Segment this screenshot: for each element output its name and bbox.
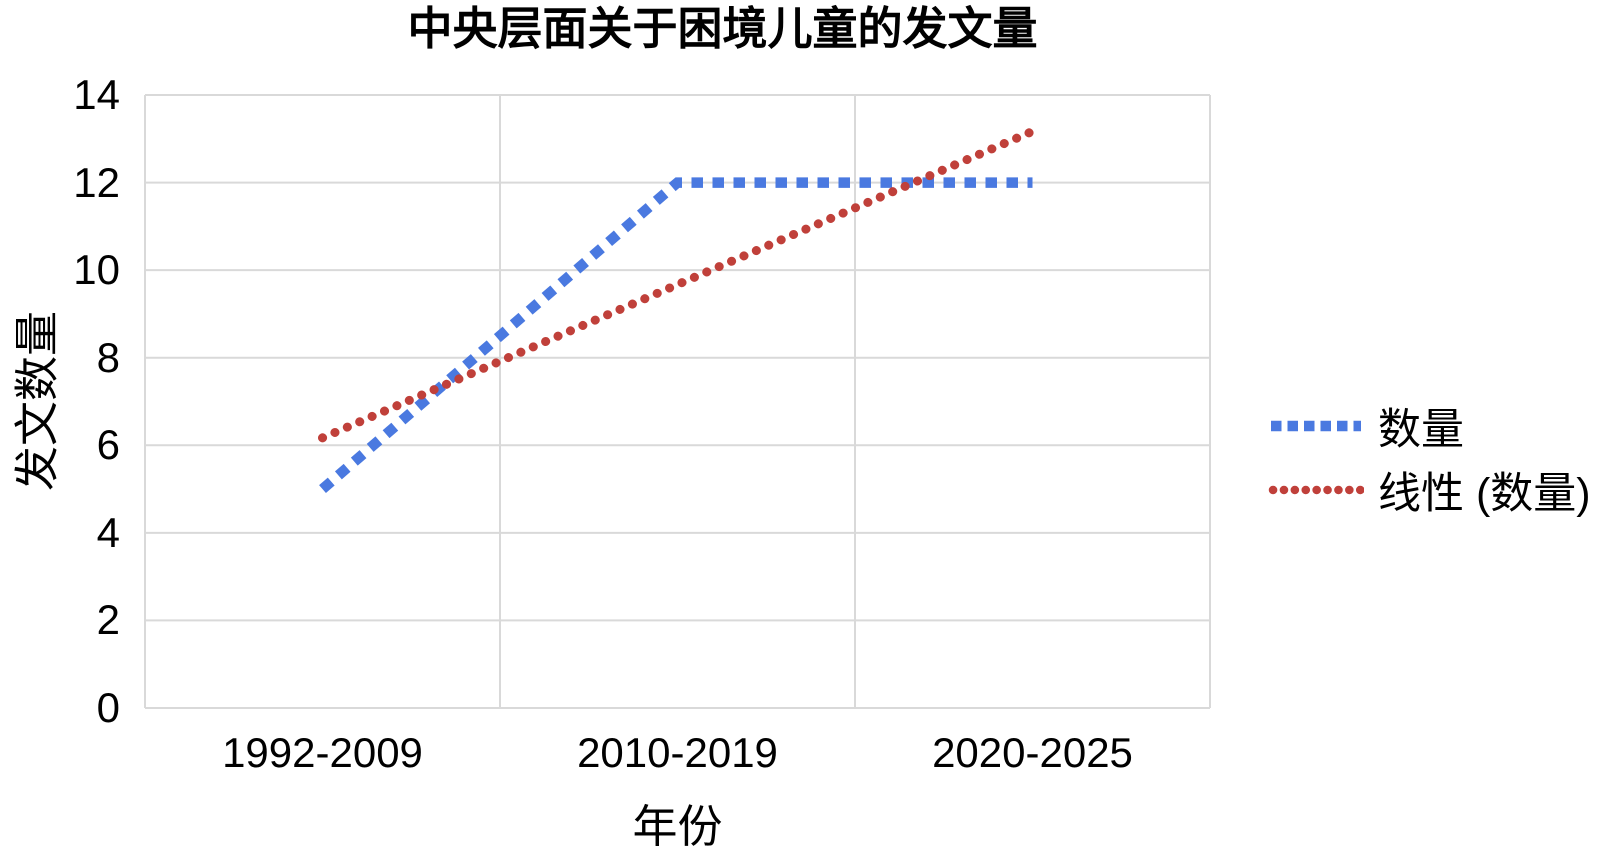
y-tick-label: 0 (96, 684, 120, 731)
chart-title: 中央层面关于困境儿童的发文量 (407, 3, 1038, 54)
legend-item-linear-trend: 线性 (数量) (1268, 462, 1591, 518)
x-tick-label: 2010-2019 (577, 729, 778, 776)
x-tick-label: 1992-2009 (222, 729, 423, 776)
legend-swatch-dashed-line-icon (1271, 420, 1361, 432)
legend-label-linear-trend: 线性 (数量) (1378, 470, 1591, 518)
y-axis-title: 发文数量 (11, 310, 63, 492)
y-tick-label: 10 (73, 246, 120, 294)
legend: 数量 线性 (数量) (1268, 398, 1591, 518)
legend-swatch-dotted-line-icon (1268, 485, 1364, 495)
y-tick-label: 12 (73, 158, 120, 206)
y-tick-label: 2 (96, 596, 120, 644)
legend-label-quantity: 数量 (1378, 406, 1464, 454)
x-axis-title: 年份 (632, 801, 723, 852)
x-tick-label: 2020-2025 (932, 729, 1133, 776)
y-tick-label: 6 (96, 421, 120, 469)
y-tick-label: 14 (73, 71, 120, 118)
y-tick-label: 4 (96, 508, 120, 556)
y-tick-label: 8 (96, 333, 120, 381)
legend-item-quantity: 数量 (1268, 398, 1591, 454)
